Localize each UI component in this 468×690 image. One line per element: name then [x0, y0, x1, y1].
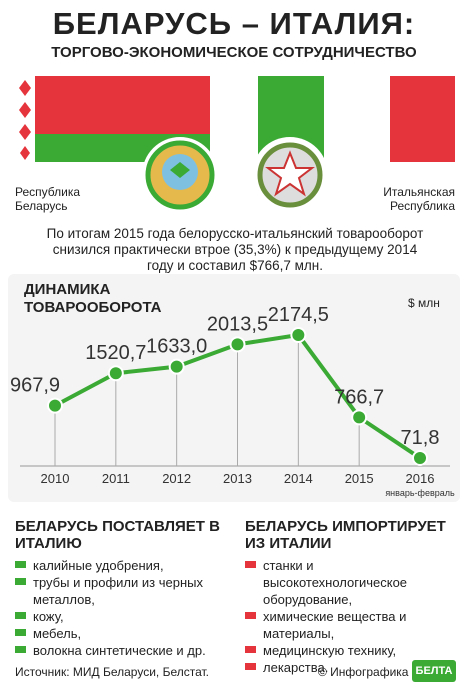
list-item: трубы и профили из черных металлов,	[15, 574, 225, 608]
x-tick-label: 2016	[406, 471, 435, 486]
point	[107, 365, 124, 382]
point	[229, 336, 246, 353]
subtitle: ТОРГОВО-ЭКОНОМИЧЕСКОЕ СОТРУДНИЧЕСТВО	[51, 44, 417, 61]
title: БЕЛАРУСЬ – ИТАЛИЯ:	[52, 6, 416, 41]
x-tick-label: 2010	[41, 471, 70, 486]
exports-list: калийные удобрения, трубы и профили из че…	[15, 557, 225, 659]
line-chart: 967,9 2010 1520,7 2011 1633,0 2012 2013,5 2013 2…	[10, 304, 455, 498]
list-item: мебель,	[15, 625, 225, 642]
imports-list: станки и высокотехнологическое оборудова…	[245, 557, 435, 676]
country-left: Республика Беларусь	[15, 185, 81, 213]
credit: © Инфографика	[318, 665, 409, 679]
imports-title: БЕЛАРУСЬ ИМПОРТИРУЕТ ИЗ ИТАЛИИ	[245, 518, 446, 552]
point	[351, 409, 368, 426]
list-item: медицинскую технику,	[245, 642, 435, 659]
unit-label: $ млн	[408, 296, 440, 310]
x-tick-label: 2012	[162, 471, 191, 486]
point	[412, 450, 428, 466]
value-label: 71,8	[401, 427, 440, 449]
chart-title: ДИНАМИКА ТОВАРООБОРОТА	[24, 281, 162, 316]
list-item: кожу,	[15, 608, 225, 625]
summary: По итогам 2015 года белорусско-итальянск…	[46, 226, 424, 273]
value-label: 1633,0	[146, 336, 207, 358]
x-tick-label: 2015	[345, 471, 374, 486]
point	[47, 397, 63, 414]
value-label: 967,9	[10, 375, 60, 397]
source: Источник: МИД Беларуси, Белстат.	[15, 665, 210, 679]
x-tick-label: 2014	[284, 471, 313, 486]
chart-panel	[8, 274, 460, 502]
value-label: 1520,7	[85, 342, 146, 364]
category-note: январь-февраль	[385, 488, 455, 498]
x-tick-label: 2013	[223, 471, 252, 486]
list-item: станки и высокотехнологическое оборудова…	[245, 557, 435, 608]
logo: БЕЛТА	[412, 660, 456, 682]
value-label: 2174,5	[268, 304, 329, 326]
list-item: химические вещества и материалы,	[245, 608, 435, 642]
point	[168, 358, 185, 375]
list-item: калийные удобрения,	[15, 557, 225, 574]
exports-title: БЕЛАРУСЬ ПОСТАВЛЯЕТ В ИТАЛИЮ	[15, 518, 220, 552]
list-item: лекарства.	[245, 659, 435, 676]
value-label: 766,7	[334, 386, 384, 408]
country-right: Итальянская Республика	[383, 185, 455, 213]
point	[290, 327, 307, 343]
flags	[15, 76, 455, 213]
value-label: 2013,5	[207, 313, 268, 335]
x-tick-label: 2011	[102, 471, 130, 486]
list-item: волокна синтетические и др.	[15, 642, 225, 659]
